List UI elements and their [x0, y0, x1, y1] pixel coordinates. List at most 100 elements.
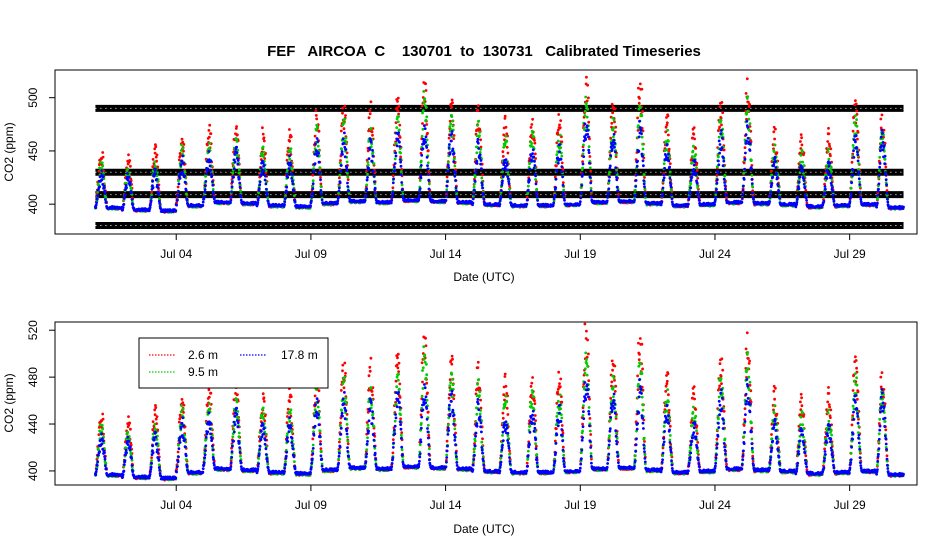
series-2-6m-point — [177, 158, 181, 162]
series-17-8m-point — [236, 159, 240, 162]
series-2-6m-point — [154, 145, 158, 149]
series-9-5m-point — [667, 139, 670, 143]
series-9-5m-point — [747, 128, 751, 132]
series-17-8m-point — [287, 167, 291, 170]
series-9-5m-point — [857, 168, 860, 171]
series-17-8m-point — [365, 187, 369, 191]
series-2-6m-point — [721, 111, 725, 114]
series-2-6m-point — [774, 127, 777, 131]
x-tick-label: Jul 09 — [295, 247, 327, 261]
series-9-5m-point — [801, 160, 805, 164]
series-17-8m-point — [454, 186, 458, 190]
series-2-6m-point — [367, 374, 371, 378]
series-17-8m-point — [830, 186, 834, 190]
series-17-8m-point — [315, 137, 319, 140]
series-2-6m-point — [613, 130, 617, 134]
series-2-6m-point — [427, 170, 431, 174]
series-2-6m-point — [368, 365, 372, 369]
series-9-5m-point — [643, 188, 647, 191]
series-2-6m-point — [289, 395, 293, 398]
series-17-8m-point — [854, 140, 857, 144]
series-9-5m-point — [478, 134, 481, 138]
series-17-8m-point — [424, 140, 427, 144]
series-17-8m-point — [740, 200, 744, 204]
series-17-8m-point — [344, 148, 348, 151]
series-9-5m-point — [799, 153, 803, 157]
series-17-8m-point — [204, 184, 207, 188]
series-17-8m-point — [476, 141, 480, 145]
series-17-8m-point — [310, 195, 314, 199]
series-2-6m-point — [479, 145, 483, 149]
series-9-5m-point — [393, 157, 397, 161]
series-9-5m-point — [584, 95, 588, 99]
series-17-8m-point — [152, 174, 156, 178]
series-2-6m-point — [751, 189, 755, 193]
series-17-8m-point — [445, 190, 449, 194]
series-17-8m-point — [203, 188, 207, 192]
series-17-8m-point — [689, 178, 693, 182]
series-17-8m-point — [585, 124, 589, 128]
series-9-5m-point — [585, 101, 588, 105]
series-9-5m-point — [532, 135, 536, 139]
series-2-6m-point — [772, 130, 776, 134]
series-17-8m-point — [397, 131, 400, 135]
x-tick-label: Jul 29 — [834, 247, 866, 261]
series-17-8m-point — [774, 166, 778, 169]
series-17-8m-point — [850, 181, 853, 185]
series-17-8m-point — [771, 175, 775, 179]
series-17-8m-point — [636, 159, 639, 163]
series-2-6m-point — [696, 176, 700, 180]
series-2-6m-point — [286, 407, 290, 411]
series-17-8m-point — [744, 151, 747, 155]
series-17-8m-point — [556, 161, 560, 165]
series-17-8m-point — [130, 197, 134, 201]
series-17-8m-point — [345, 169, 349, 173]
series-9-5m-point — [180, 143, 184, 147]
series-17-8m-point — [855, 146, 859, 150]
series-9-5m-point — [365, 183, 369, 187]
series-17-8m-point — [877, 182, 881, 186]
series-9-5m-point — [450, 115, 454, 118]
series-17-8m-point — [714, 198, 717, 202]
series-17-8m-point — [856, 153, 860, 157]
series-9-5m-point — [849, 186, 853, 190]
series-17-8m-point — [830, 184, 833, 187]
series-17-8m-point — [884, 173, 888, 177]
series-17-8m-point — [884, 171, 887, 174]
series-2-6m-point — [476, 108, 480, 112]
series-17-8m-point — [878, 162, 882, 165]
series-17-8m-point — [534, 174, 537, 178]
series-2-6m-point — [850, 160, 854, 164]
series-17-8m-point — [724, 194, 728, 197]
series-17-8m-point — [612, 138, 616, 142]
series-9-5m-point — [689, 182, 693, 186]
series-17-8m-point — [854, 134, 858, 138]
series-9-5m-point — [742, 171, 746, 175]
series-2-6m-point — [176, 450, 180, 454]
series-2-6m-point — [827, 126, 830, 130]
series-2-6m-point — [207, 388, 211, 392]
series-17-8m-point — [507, 182, 511, 186]
series-17-8m-point — [697, 196, 701, 200]
series-2-6m-point — [261, 392, 265, 396]
series-9-5m-point — [318, 154, 321, 158]
top-plot-area — [94, 75, 905, 229]
series-2-6m-point — [128, 421, 132, 425]
series-2-6m-point — [558, 126, 562, 129]
series-17-8m-point — [587, 151, 591, 155]
series-9-5m-point — [337, 191, 340, 195]
series-17-8m-point — [528, 167, 532, 171]
series-17-8m-point — [176, 198, 179, 202]
series-9-5m-point — [236, 154, 240, 158]
series-17-8m-point — [203, 190, 207, 194]
series-2-6m-point — [339, 159, 342, 162]
series-17-8m-point — [399, 164, 403, 168]
series-17-8m-point — [643, 185, 646, 189]
series-17-8m-point — [158, 202, 162, 205]
series-17-8m-point — [418, 187, 422, 191]
series-17-8m-point — [563, 198, 566, 202]
series-17-8m-point — [717, 163, 721, 167]
series-9-5m-point — [100, 161, 104, 165]
series-9-5m-point — [555, 153, 559, 157]
series-2-6m-point — [346, 178, 350, 182]
